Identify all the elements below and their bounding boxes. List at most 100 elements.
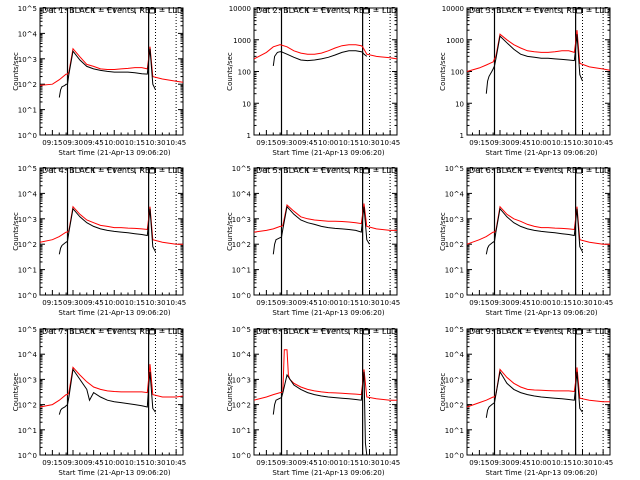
x-axis-title: Start Time (21-Apr-13 09:06:20)	[272, 469, 384, 477]
y-axis: 10^0 10^1 10^2 10^3 10^4 10^5	[445, 326, 610, 460]
x-tick-label: 10:45	[380, 299, 400, 307]
lld-series-line	[466, 205, 610, 245]
lld-series-line	[466, 30, 611, 72]
y-tick-label: 10^5	[18, 165, 37, 173]
y-tick-label: 10^2	[18, 402, 37, 410]
y-axis-title: Counts/sec	[439, 52, 447, 91]
x-tick-label: 09:15	[469, 459, 489, 467]
x-tick-label: 10:30	[145, 139, 165, 147]
x-tick-label: 10:00	[318, 139, 338, 147]
y-axis: 10^0 10^1 10^2 10^3 10^4 10^5	[445, 165, 610, 300]
x-tick-label: 10:15	[552, 459, 572, 467]
events-series-line	[58, 368, 156, 415]
y-tick-label: 1	[460, 132, 464, 140]
y-axis: 10^0 10^1 10^2 10^3 10^4 10^5	[18, 326, 183, 460]
plot-frame	[466, 328, 611, 456]
x-tick-label: 09:45	[84, 299, 104, 307]
x-tick-label: 10:30	[359, 139, 379, 147]
plot-frame	[253, 7, 398, 136]
lld-series-line	[466, 367, 610, 408]
x-tick-label: 09:15	[42, 139, 62, 147]
marker-flag	[363, 168, 370, 174]
lld-series-line	[39, 46, 184, 86]
x-tick-label: 09:45	[511, 299, 531, 307]
marker-flag	[363, 329, 370, 335]
marker-flag	[149, 168, 156, 174]
lld-series-line	[253, 44, 398, 60]
x-tick-label: 10:30	[145, 459, 165, 467]
plot-frame	[466, 167, 611, 296]
y-axis-title: Counts/sec	[439, 212, 447, 251]
events-series-line	[58, 48, 156, 98]
x-tick-label: 10:00	[104, 139, 124, 147]
y-tick-label: 10^2	[445, 402, 464, 410]
y-axis-title: Counts/sec	[439, 373, 447, 412]
x-tick-label: 10:00	[531, 139, 551, 147]
x-tick-label: 09:30	[277, 299, 297, 307]
events-series-line	[485, 34, 583, 94]
x-tick-label: 10:00	[104, 299, 124, 307]
x-tick-label: 10:15	[125, 299, 145, 307]
plot-frame	[466, 7, 611, 136]
events-series-line	[272, 205, 370, 255]
y-tick-label: 10^4	[445, 190, 465, 198]
x-tick-label: 10:15	[552, 299, 572, 307]
detector-panel-5: 10^010^110^210^310^410^509:15 09:30 09:45 1…	[226, 165, 400, 317]
y-tick-label: 10^2	[232, 402, 251, 410]
y-tick-label: 10^2	[445, 241, 464, 249]
y-tick-label: 100	[451, 69, 464, 77]
y-tick-label: 10^0	[18, 452, 37, 460]
y-tick-label: 10^0	[445, 292, 464, 300]
panel-title: Det 8: BLACK = Events, RED = LLD	[256, 327, 397, 336]
plot-frame	[253, 167, 398, 296]
y-tick-label: 10^1	[18, 267, 37, 275]
x-tick-label: 09:30	[277, 459, 297, 467]
x-axis: 09:15 09:30 09:45 10:00 10:15 10:30 10:45	[469, 8, 613, 147]
y-tick-label: 10^5	[232, 165, 251, 173]
y-tick-label: 10^0	[18, 132, 37, 140]
x-tick-label: 10:45	[593, 299, 613, 307]
y-tick-label: 10^2	[18, 241, 37, 249]
x-axis-title: Start Time (21-Apr-13 09:06:20)	[58, 309, 170, 317]
y-axis: 10^0 10^1 10^2 10^3 10^4 10^5	[232, 326, 397, 460]
y-tick-label: 100	[238, 69, 251, 77]
y-tick-label: 1000	[446, 37, 464, 45]
x-axis: 09:15 09:30 09:45 10:00 10:15 10:30 10:45	[469, 168, 613, 307]
y-tick-label: 10^1	[445, 427, 464, 435]
y-tick-label: 10^3	[18, 216, 37, 224]
x-tick-label: 10:45	[380, 459, 400, 467]
detector-panel-3: 1 10 100 1000 10000 09:15 09:30 09:45 10:00 10:15…	[439, 5, 613, 157]
x-tick-label: 10:00	[318, 459, 338, 467]
y-tick-label: 10^0	[18, 292, 37, 300]
x-tick-label: 09:45	[298, 459, 318, 467]
x-tick-label: 10:15	[552, 139, 572, 147]
panel-title: Det 4: BLACK = Events, RED = LLD	[42, 166, 183, 175]
y-tick-label: 10^5	[18, 326, 37, 334]
marker-flag	[576, 168, 583, 174]
y-tick-label: 10^3	[18, 56, 37, 64]
y-tick-label: 10^5	[232, 326, 251, 334]
y-axis-title: Counts/sec	[226, 212, 234, 251]
y-axis-title: Counts/sec	[226, 52, 234, 91]
y-axis-title: Counts/sec	[12, 52, 20, 91]
y-tick-label: 10^2	[18, 81, 37, 89]
x-tick-label: 10:30	[572, 459, 592, 467]
x-axis: 09:15 09:30 09:45 10:00 10:15 10:30 10:45	[256, 8, 400, 147]
x-tick-label: 10:30	[572, 299, 592, 307]
lld-series-line	[253, 349, 397, 401]
y-tick-label: 10^4	[232, 351, 252, 359]
x-axis-title: Start Time (21-Apr-13 09:06:20)	[485, 469, 597, 477]
x-tick-label: 09:30	[63, 299, 83, 307]
x-axis-title: Start Time (21-Apr-13 09:06:20)	[58, 469, 170, 477]
detector-panel-2: 1 10 100 1000 10000 09:15 09:30 09:45 10:00 10:15…	[226, 5, 400, 157]
y-tick-label: 10^5	[445, 326, 464, 334]
x-tick-label: 10:45	[166, 459, 186, 467]
panel-title: Det 1: BLACK = Events, RED = LLD	[42, 6, 183, 15]
marker-flag	[149, 329, 156, 335]
x-tick-label: 10:15	[339, 459, 359, 467]
panel-title: Det 2: BLACK = Events, RED = LLD	[256, 6, 397, 15]
y-tick-label: 10^0	[445, 452, 464, 460]
y-axis: 1 10 100 1000 10000	[229, 5, 397, 140]
y-tick-label: 10^3	[232, 216, 251, 224]
